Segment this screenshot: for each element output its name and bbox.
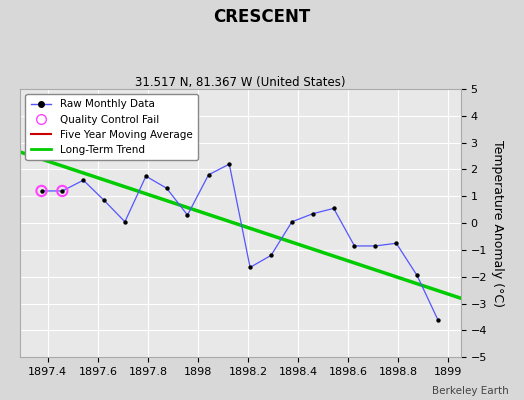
Point	[309, 210, 317, 217]
Point	[288, 218, 296, 225]
Point	[58, 188, 67, 194]
Point	[246, 264, 254, 271]
Point	[204, 172, 213, 178]
Point	[121, 218, 129, 225]
Point	[79, 177, 88, 184]
Point	[162, 185, 171, 192]
Point	[392, 240, 400, 246]
Point	[37, 188, 46, 194]
Point	[330, 205, 338, 212]
Text: CRESCENT: CRESCENT	[213, 8, 311, 26]
Point	[225, 161, 234, 167]
Title: 31.517 N, 81.367 W (United States): 31.517 N, 81.367 W (United States)	[135, 76, 346, 89]
Point	[413, 272, 421, 279]
Point	[434, 316, 442, 323]
Point	[371, 243, 379, 249]
Point	[58, 188, 67, 194]
Point	[350, 243, 358, 249]
Point	[100, 197, 108, 204]
Point	[183, 212, 192, 218]
Point	[37, 188, 46, 194]
Y-axis label: Temperature Anomaly (°C): Temperature Anomaly (°C)	[491, 140, 504, 307]
Point	[141, 173, 150, 179]
Point	[267, 252, 275, 258]
Text: Berkeley Earth: Berkeley Earth	[432, 386, 508, 396]
Legend: Raw Monthly Data, Quality Control Fail, Five Year Moving Average, Long-Term Tren: Raw Monthly Data, Quality Control Fail, …	[26, 94, 198, 160]
